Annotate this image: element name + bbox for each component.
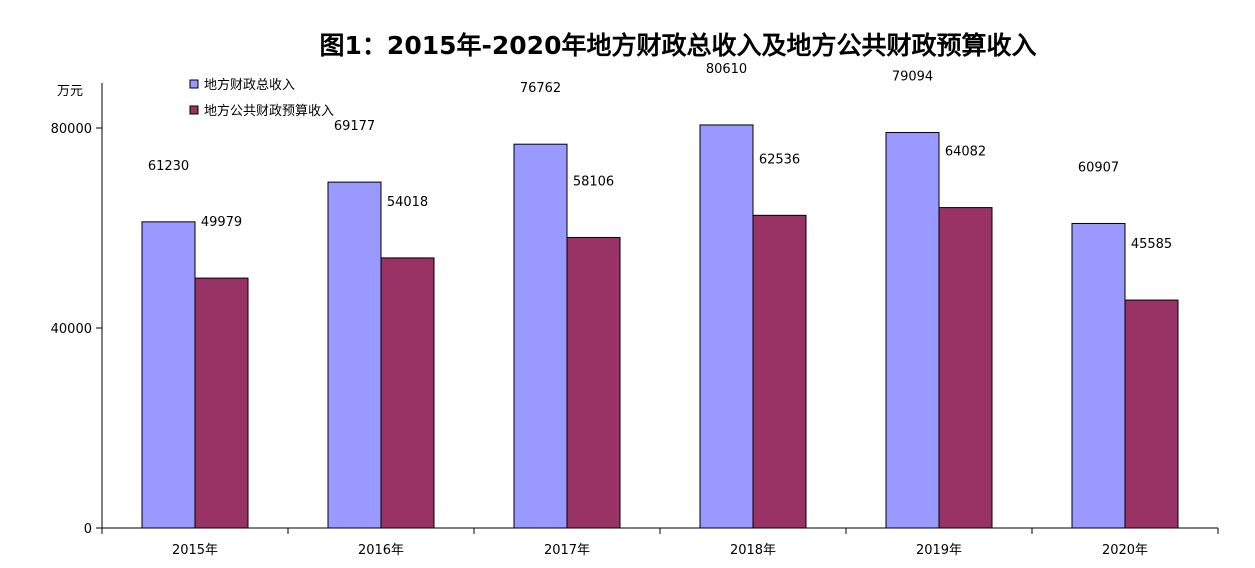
legend-label: 地方财政总收入 [204, 77, 295, 93]
bar-total-revenue [141, 221, 196, 529]
x-tick-label: 2019年 [916, 543, 962, 558]
y-tick-label: 40000 [51, 322, 92, 337]
x-tick-label: 2015年 [172, 543, 218, 558]
bar-total-revenue [1071, 222, 1126, 529]
y-axis-ticks: 0 40000 80000 [51, 122, 102, 537]
x-tick-label: 2018年 [730, 543, 776, 558]
y-tick-label: 0 [84, 522, 92, 537]
legend-swatch [189, 79, 199, 89]
bar-budget-revenue [194, 277, 249, 529]
bar-total-revenue [885, 132, 940, 529]
data-label: 62536 [759, 152, 800, 167]
legend-swatch [189, 105, 199, 115]
data-label: 58106 [573, 174, 614, 189]
data-label: 69177 [334, 119, 375, 134]
axes [101, 83, 1219, 534]
chart-title: 图1：2015年-2020年地方财政总收入及地方公共财政预算收入 [320, 31, 1037, 60]
bar-budget-revenue [566, 236, 621, 529]
data-label: 60907 [1078, 160, 1119, 175]
bar-total-revenue [699, 124, 754, 529]
x-tick-label: 2020年 [1102, 543, 1148, 558]
x-axis-labels: 2015年 2016年 2017年 2018年 2019年 2020年 [172, 543, 1148, 558]
bar-total-revenue [513, 143, 568, 529]
x-tick-label: 2016年 [358, 543, 404, 558]
bar-budget-revenue [938, 207, 993, 529]
data-labels: 61230 49979 69177 54018 76762 58106 80610 62536… [148, 62, 1172, 252]
bar-total-revenue [327, 181, 382, 529]
legend-label: 地方公共财政预算收入 [204, 103, 334, 119]
data-label: 64082 [945, 145, 986, 160]
data-label: 80610 [706, 62, 747, 77]
data-label: 49979 [201, 215, 242, 230]
data-label: 45585 [1131, 237, 1172, 252]
data-label: 76762 [520, 81, 561, 96]
y-tick-label: 80000 [51, 122, 92, 137]
data-label: 61230 [148, 159, 189, 174]
y-axis-unit-label: 万元 [57, 84, 83, 99]
data-label: 79094 [892, 70, 933, 85]
data-label: 54018 [387, 195, 428, 210]
bar-budget-revenue [752, 214, 807, 529]
bar-budget-revenue [380, 257, 435, 529]
x-tick-label: 2017年 [544, 543, 590, 558]
bars [141, 124, 1179, 529]
bar-budget-revenue [1124, 299, 1179, 529]
